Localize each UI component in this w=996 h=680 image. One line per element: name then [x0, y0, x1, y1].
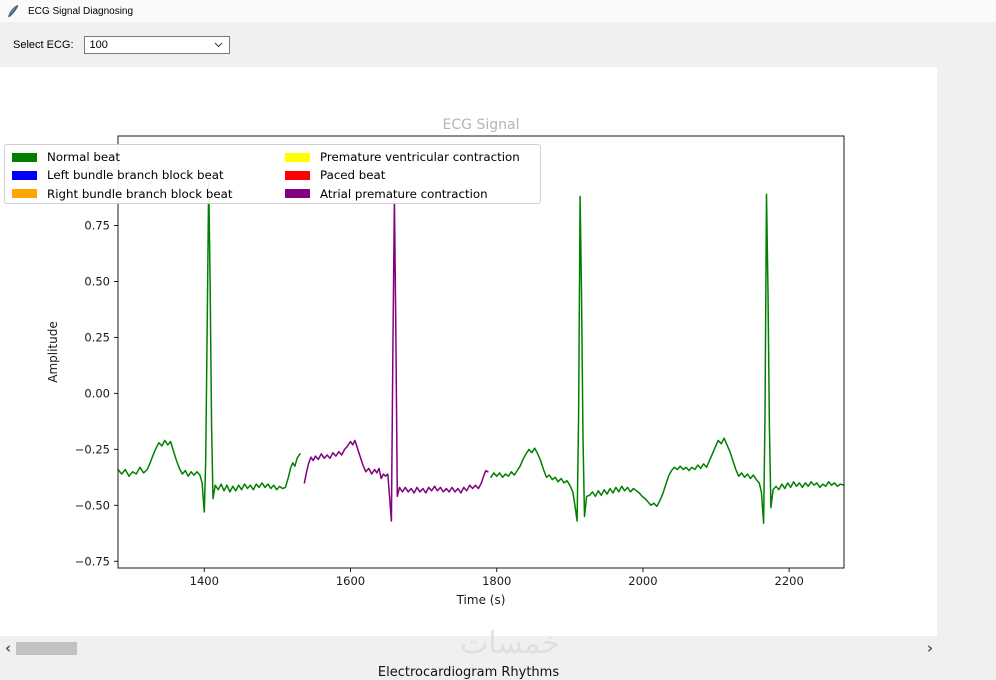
figure-canvas: ECG Signal140016001800200022001.000.750.…	[0, 67, 937, 636]
legend-swatch-icon	[12, 152, 37, 162]
legend-label: Premature ventricular contraction	[320, 150, 520, 165]
legend-swatch-icon	[285, 152, 310, 162]
window-titlebar: ECG Signal Diagnosing	[0, 0, 996, 22]
x-tick-label: 2000	[628, 574, 657, 588]
scroll-right-icon[interactable]: ›	[926, 638, 933, 657]
x-tick-label: 1800	[482, 574, 511, 588]
plot-legend: Normal beat Left bundle branch block beat…	[4, 144, 541, 204]
select-ecg-label: Select ECG:	[13, 38, 74, 51]
x-axis-label: Time (s)	[456, 593, 506, 607]
legend-swatch-icon	[285, 189, 310, 199]
y-tick-label: 0.00	[84, 386, 110, 400]
legend-column-2: Premature ventricular contraction Paced b…	[278, 148, 520, 203]
legend-entry: Premature ventricular contraction	[278, 148, 520, 166]
scrollbar-thumb[interactable]	[16, 642, 77, 655]
legend-entry: Left bundle branch block beat	[5, 166, 278, 184]
legend-label: Normal beat	[47, 150, 121, 165]
legend-label: Paced beat	[320, 168, 386, 183]
legend-label: Left bundle branch block beat	[47, 168, 224, 183]
ecg-combobox[interactable]: 100	[83, 35, 230, 54]
window-title: ECG Signal Diagnosing	[28, 5, 134, 17]
legend-swatch-icon	[12, 170, 37, 180]
legend-label: Atrial premature contraction	[320, 186, 488, 201]
legend-entry: Right bundle branch block beat	[5, 185, 278, 203]
y-tick-label: −0.75	[75, 554, 110, 568]
app-feather-icon	[6, 4, 20, 19]
legend-label: Right bundle branch block beat	[47, 186, 233, 201]
scroll-left-icon[interactable]: ‹	[5, 638, 12, 657]
x-tick-label: 2200	[775, 574, 804, 588]
chevron-down-icon[interactable]	[214, 42, 223, 48]
y-tick-label: 0.50	[84, 274, 110, 288]
legend-swatch-icon	[285, 170, 310, 180]
ecg-plot: ECG Signal140016001800200022001.000.750.…	[46, 117, 845, 607]
legend-entry: Normal beat	[5, 148, 278, 166]
y-tick-label: 0.75	[84, 219, 110, 233]
legend-column-1: Normal beat Left bundle branch block beat…	[5, 148, 278, 203]
x-tick-label: 1600	[336, 574, 365, 588]
ecg-trace	[117, 180, 301, 513]
legend-swatch-icon	[12, 189, 37, 199]
toolbar: Select ECG: 100	[0, 22, 996, 67]
plot-title: ECG Signal	[443, 117, 520, 133]
axes-frame	[117, 135, 845, 569]
x-tick-label: 1400	[190, 574, 219, 588]
legend-entry: Paced beat	[278, 166, 520, 184]
legend-entry: Atrial premature contraction	[278, 185, 520, 203]
horizontal-scrollbar[interactable]: ‹ ›	[0, 637, 937, 661]
ecg-combobox-value: 100	[89, 38, 108, 51]
y-tick-label: −0.25	[75, 442, 110, 456]
ecg-trace	[490, 193, 845, 524]
bottom-plot-title: Electrocardiogram Rhythms	[377, 665, 560, 680]
y-axis-label: Amplitude	[46, 321, 60, 383]
ecg-trace	[303, 197, 489, 522]
y-tick-label: −0.50	[75, 498, 110, 512]
y-tick-label: 0.25	[84, 330, 110, 344]
